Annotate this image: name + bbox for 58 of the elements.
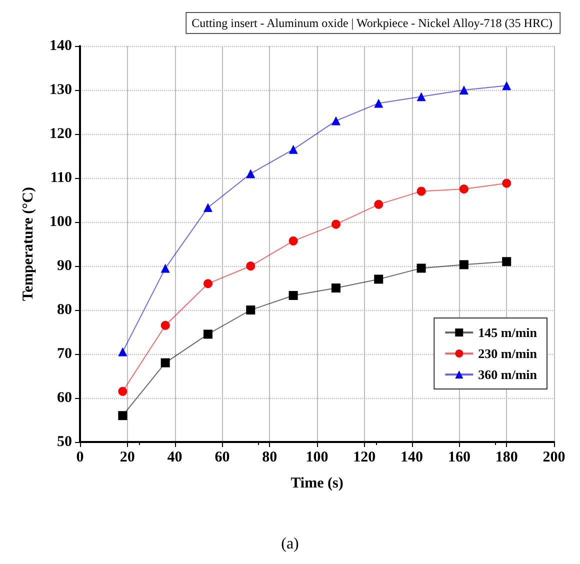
legend-label: 230 m/min (478, 346, 538, 361)
y-tick-label: 80 (57, 302, 72, 318)
point (459, 260, 468, 270)
point (331, 116, 340, 126)
point (246, 306, 256, 314)
point (502, 178, 512, 188)
point (288, 290, 298, 300)
x-tick-label: 180 (495, 450, 518, 466)
legend-label: 145 m/min (478, 325, 538, 340)
y-tick-label: 120 (50, 126, 72, 142)
point (331, 284, 340, 292)
y-tick-label: 140 (50, 38, 72, 54)
point (203, 202, 212, 212)
x-tick-label: 160 (448, 450, 470, 466)
point (160, 358, 170, 368)
point (502, 81, 512, 90)
point (331, 220, 340, 229)
x-tick-label: 120 (353, 450, 376, 466)
y-tick-label: 70 (57, 346, 72, 362)
point (246, 262, 256, 270)
x-tick-label: 20 (120, 450, 135, 466)
point (459, 86, 468, 94)
point (118, 386, 128, 396)
x-tick-label: 200 (542, 450, 566, 466)
x-tick-label: 0 (76, 450, 84, 466)
y-tick-label: 90 (57, 258, 72, 274)
chart-title: Cutting insert - Aluminum oxide | Workpiece - Nickel Alloy-718 (35 HRC) (192, 16, 552, 30)
point (160, 320, 170, 330)
y-axis-title: Temperature (°C) (20, 187, 36, 301)
point (502, 257, 512, 266)
point (203, 330, 212, 339)
legend-label: 360 m/min (478, 367, 538, 382)
x-tick-label: 100 (306, 450, 328, 466)
point (288, 144, 298, 154)
y-tick-label: 100 (50, 214, 72, 230)
point (374, 200, 384, 209)
point (288, 236, 298, 246)
point (416, 92, 426, 102)
y-tick-label: 130 (50, 82, 72, 98)
x-tick-label: 80 (262, 450, 278, 466)
y-tick-label: 50 (57, 434, 72, 450)
point (118, 411, 128, 420)
point (246, 169, 256, 178)
point (416, 186, 426, 196)
x-axis-title: Time (s) (290, 476, 344, 492)
x-tick-label: 40 (167, 450, 182, 466)
point (374, 98, 384, 108)
point (160, 264, 170, 273)
point (374, 274, 384, 284)
y-tick-label: 110 (50, 170, 72, 186)
point (118, 347, 128, 356)
x-tick-label: 60 (214, 450, 230, 466)
text: (a) (281, 536, 299, 552)
x-tick-label: 140 (400, 450, 424, 466)
y-tick-label: 60 (57, 390, 72, 406)
point (459, 184, 468, 194)
point (416, 264, 426, 273)
point (203, 279, 212, 288)
